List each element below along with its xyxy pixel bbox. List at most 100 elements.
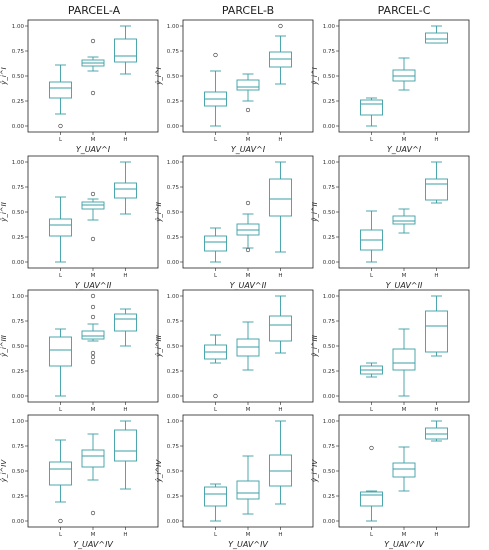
- ytick-label-r2c3-4: 1.00: [323, 160, 336, 166]
- ytick-label-r4c2-1: 0.25: [167, 494, 180, 500]
- xtick-label-r4c3-L: L: [370, 532, 374, 538]
- xlabel-r2c2: Y_UAV^II: [230, 281, 267, 290]
- panel-frame-r2c2: [182, 155, 314, 269]
- flier-r4c3-L-0: [369, 445, 374, 451]
- xtick-label-r1c3-M: M: [402, 137, 407, 143]
- flier-r3c1-M-1: [90, 304, 96, 310]
- ytick-label-r1c2-0: 0.00: [167, 124, 180, 130]
- ytick-label-r4c3-3: 0.75: [323, 444, 336, 450]
- ytick-label-r1c1-1: 0.25: [12, 99, 25, 105]
- ytick-label-r3c1-3: 0.75: [12, 319, 25, 325]
- ylabel-r1c1: ŷ_i^I: [0, 67, 8, 86]
- box-r1c3-H: [425, 32, 448, 44]
- xlabel-r4c3: Y_UAV^IV: [384, 540, 424, 549]
- ytick-label-r2c1-1: 0.25: [12, 235, 25, 241]
- ylabel-r1c3: ŷ_i^I: [311, 67, 319, 86]
- ytick-label-r4c1-0: 0.00: [12, 519, 25, 525]
- xtick-label-r1c1-M: M: [91, 137, 96, 143]
- flier-r3c1-M-0: [90, 293, 96, 299]
- flier-r2c2-M-0: [245, 200, 251, 206]
- box-r3c1-H: [114, 313, 137, 332]
- ytick-label-r2c3-0: 0.00: [323, 260, 336, 266]
- xtick-label-r4c1-M: M: [91, 532, 96, 538]
- box-r4c2-M: [236, 480, 260, 500]
- xtick-label-r1c3-H: H: [434, 137, 438, 143]
- xtick-label-r1c1-H: H: [123, 137, 127, 143]
- xtick-label-r4c3-H: H: [434, 532, 438, 538]
- ylabel-r3c3: ŷ_i^III: [311, 335, 319, 358]
- ytick-label-r3c3-0: 0.00: [323, 394, 336, 400]
- flier-r1c2-L-0: [213, 52, 218, 58]
- ytick-label-r2c1-3: 0.75: [12, 185, 25, 191]
- xtick-label-r4c2-L: L: [214, 532, 218, 538]
- box-r1c3-L: [360, 99, 383, 116]
- xtick-label-r2c1-L: L: [59, 273, 63, 279]
- ytick-label-r1c1-2: 0.50: [12, 74, 25, 80]
- ytick-label-r3c2-3: 0.75: [167, 319, 180, 325]
- ytick-label-r2c3-3: 0.75: [323, 185, 336, 191]
- ytick-label-r1c2-3: 0.75: [167, 49, 180, 55]
- ytick-label-r3c2-4: 1.00: [167, 294, 180, 300]
- ylabel-r3c1: ŷ_i^III: [0, 335, 8, 358]
- xlabel-r1c3: Y_UAV^I: [387, 145, 422, 154]
- ytick-label-r4c2-3: 0.75: [167, 444, 180, 450]
- box-r2c3-M: [392, 215, 416, 225]
- ytick-label-r3c2-0: 0.00: [167, 394, 180, 400]
- ytick-label-r2c2-1: 0.25: [167, 235, 180, 241]
- panel-frame-r1c1: [27, 19, 159, 133]
- ytick-label-r3c3-1: 0.25: [323, 369, 336, 375]
- box-r3c3-H: [425, 310, 448, 353]
- ylabel-r2c1: ŷ_i^II: [0, 202, 8, 223]
- box-r4c3-L: [360, 491, 383, 507]
- flier-r4c1-M-0: [90, 510, 96, 516]
- ylabel-r3c2: ŷ_i^III: [155, 335, 163, 358]
- box-r4c1-M: [81, 449, 105, 468]
- xtick-label-r4c1-L: L: [59, 532, 63, 538]
- flier-r3c2-L-0: [213, 393, 218, 399]
- ytick-label-r3c2-2: 0.50: [167, 344, 180, 350]
- flier-r1c2-H-0: [278, 23, 283, 29]
- ytick-label-r3c2-1: 0.25: [167, 369, 180, 375]
- box-r3c1-L: [49, 336, 72, 367]
- xlabel-r4c1: Y_UAV^IV: [73, 540, 113, 549]
- ylabel-r2c2: ŷ_i^II: [155, 202, 163, 223]
- ytick-label-r3c1-4: 1.00: [12, 294, 25, 300]
- xtick-label-r1c2-M: M: [246, 137, 251, 143]
- flier-r4c1-L-0: [58, 518, 63, 524]
- box-r2c2-L: [204, 235, 227, 252]
- ytick-label-r1c2-4: 1.00: [167, 24, 180, 30]
- box-r1c1-L: [49, 81, 72, 99]
- xtick-label-r3c3-L: L: [370, 407, 374, 413]
- xtick-label-r3c3-H: H: [434, 407, 438, 413]
- box-r1c1-H: [114, 38, 137, 63]
- ytick-label-r1c3-1: 0.25: [323, 99, 336, 105]
- xtick-label-r2c2-M: M: [246, 273, 251, 279]
- ytick-label-r4c3-4: 1.00: [323, 419, 336, 425]
- ytick-label-r4c2-4: 1.00: [167, 419, 180, 425]
- box-r1c2-M: [236, 79, 260, 91]
- ytick-label-r4c2-2: 0.50: [167, 469, 180, 475]
- flier-r1c1-L-0: [58, 123, 63, 129]
- ytick-label-r4c1-1: 0.25: [12, 494, 25, 500]
- xtick-label-r4c2-H: H: [278, 532, 282, 538]
- xlabel-r1c2: Y_UAV^I: [231, 145, 266, 154]
- xtick-label-r3c2-L: L: [214, 407, 218, 413]
- ytick-label-r1c3-3: 0.75: [323, 49, 336, 55]
- xtick-label-r2c3-H: H: [434, 273, 438, 279]
- xlabel-r4c2: Y_UAV^IV: [228, 540, 268, 549]
- xlabel-r1c1: Y_UAV^I: [76, 145, 111, 154]
- xtick-label-r2c2-H: H: [278, 273, 282, 279]
- flier-r3c1-M-2: [90, 314, 96, 320]
- column-title-parcel-b: PARCEL-B: [221, 4, 275, 17]
- ytick-label-r4c1-2: 0.50: [12, 469, 25, 475]
- flier-r3c1-M-4: [90, 354, 96, 360]
- ytick-label-r1c1-0: 0.00: [12, 124, 25, 130]
- ytick-label-r4c1-3: 0.75: [12, 444, 25, 450]
- ytick-label-r4c3-0: 0.00: [323, 519, 336, 525]
- xtick-label-r2c2-L: L: [214, 273, 218, 279]
- ytick-label-r2c3-1: 0.25: [323, 235, 336, 241]
- xlabel-r2c3: Y_UAV^II: [386, 281, 423, 290]
- xtick-label-r1c2-H: H: [278, 137, 282, 143]
- ylabel-r4c2: ŷ_i^IV: [155, 459, 163, 484]
